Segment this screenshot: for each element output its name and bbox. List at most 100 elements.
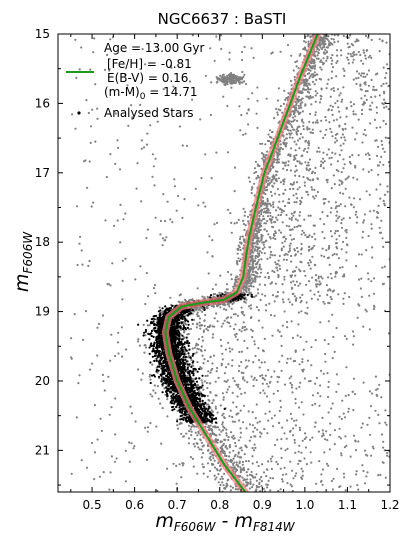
field-star xyxy=(322,434,325,437)
field-star xyxy=(310,103,313,106)
field-star xyxy=(408,179,410,181)
field-star xyxy=(344,178,347,181)
field-star xyxy=(395,90,397,92)
field-star xyxy=(355,473,358,476)
field-star xyxy=(201,354,204,357)
field-star xyxy=(368,328,371,331)
field-star xyxy=(264,222,268,225)
field-star xyxy=(228,455,231,458)
field-star xyxy=(330,88,333,91)
field-star xyxy=(347,394,350,397)
field-star xyxy=(290,132,293,135)
field-star xyxy=(210,422,214,425)
field-star xyxy=(393,63,395,65)
field-star xyxy=(331,59,334,62)
field-star xyxy=(329,95,332,98)
field-star xyxy=(293,156,296,159)
field-star xyxy=(226,151,230,154)
field-star xyxy=(285,142,288,145)
field-star xyxy=(297,450,300,453)
field-star xyxy=(326,55,329,59)
field-star xyxy=(254,160,257,163)
field-star xyxy=(199,366,202,369)
field-star xyxy=(85,466,89,469)
field-star xyxy=(350,203,353,206)
field-star xyxy=(235,275,238,278)
field-star xyxy=(300,162,303,165)
field-star xyxy=(261,247,264,250)
field-star xyxy=(191,347,194,350)
field-star xyxy=(321,230,324,234)
field-star xyxy=(282,200,285,203)
field-star xyxy=(289,129,292,132)
field-star xyxy=(98,475,102,478)
field-star xyxy=(177,427,180,430)
field-star xyxy=(221,358,224,361)
field-star xyxy=(203,358,206,361)
field-star xyxy=(377,204,380,207)
field-star xyxy=(313,244,316,247)
field-star xyxy=(316,92,319,95)
field-star xyxy=(377,173,380,176)
field-star xyxy=(253,167,256,170)
field-star xyxy=(214,426,217,429)
field-star xyxy=(334,137,337,140)
field-star xyxy=(413,52,415,54)
field-star xyxy=(355,221,358,224)
field-star xyxy=(192,318,196,321)
field-star xyxy=(316,73,319,76)
field-star xyxy=(149,124,152,127)
field-star xyxy=(280,344,283,347)
field-star xyxy=(257,258,261,261)
field-star xyxy=(318,101,322,104)
field-star xyxy=(354,392,357,396)
field-star xyxy=(323,237,326,240)
field-star xyxy=(244,359,247,362)
field-star xyxy=(326,214,329,217)
field-star xyxy=(313,197,316,200)
field-star xyxy=(266,271,269,275)
field-star xyxy=(308,234,311,237)
field-star xyxy=(380,155,383,158)
field-star xyxy=(282,245,285,248)
field-star xyxy=(240,360,243,364)
field-star xyxy=(207,428,211,431)
field-star xyxy=(101,373,104,376)
field-star xyxy=(267,479,270,482)
field-star xyxy=(405,131,407,133)
field-star xyxy=(184,299,187,303)
field-star xyxy=(325,59,328,62)
field-star xyxy=(302,128,305,131)
field-star xyxy=(403,456,405,458)
field-star xyxy=(273,158,276,161)
field-star xyxy=(262,471,266,474)
field-star xyxy=(385,423,388,426)
field-star xyxy=(251,186,254,189)
field-star xyxy=(346,244,349,247)
field-star xyxy=(354,449,358,452)
field-star xyxy=(307,178,310,181)
field-star xyxy=(229,325,232,328)
field-star xyxy=(302,149,305,152)
field-star xyxy=(283,138,286,142)
field-star xyxy=(219,34,223,37)
field-star xyxy=(255,112,258,115)
field-star xyxy=(236,338,239,341)
field-star xyxy=(270,375,273,378)
field-star xyxy=(196,311,199,314)
field-star xyxy=(266,150,269,153)
field-star xyxy=(412,95,414,97)
field-star xyxy=(245,481,248,484)
field-star xyxy=(328,157,331,160)
field-star xyxy=(311,76,314,79)
field-star xyxy=(107,283,110,286)
field-star xyxy=(264,374,267,377)
field-star xyxy=(149,378,152,381)
field-star xyxy=(323,223,326,226)
field-star xyxy=(313,74,317,77)
field-star xyxy=(154,157,157,160)
field-star xyxy=(294,106,297,109)
field-star xyxy=(412,50,414,52)
field-star xyxy=(222,425,225,428)
field-star xyxy=(250,284,253,287)
